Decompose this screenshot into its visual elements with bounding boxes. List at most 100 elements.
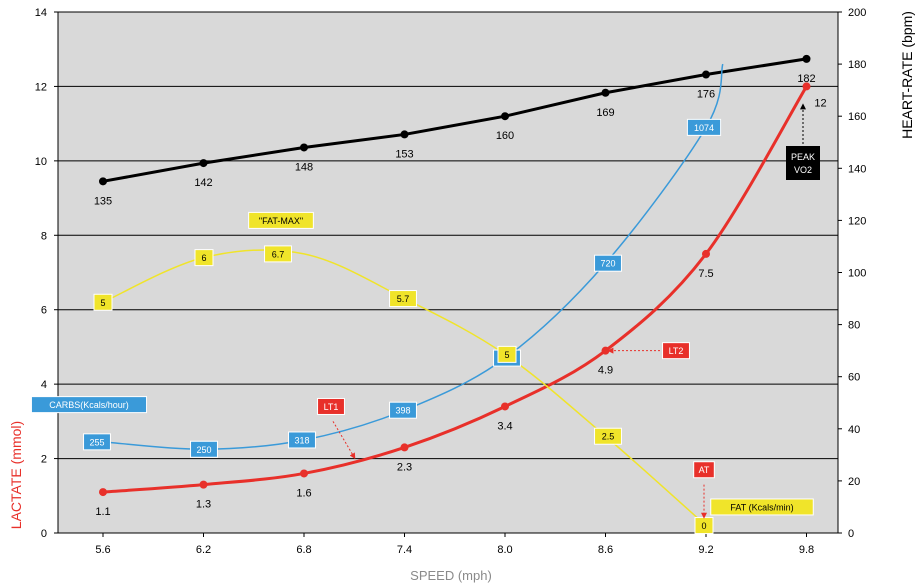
y-left-tick-label: 12 [35,81,47,93]
x-tick-label: 6.8 [296,544,311,556]
heart-rate-data-label: 148 [295,161,313,173]
fat-data-label-text: 6 [201,253,206,263]
lt2-annotation-box [662,342,690,360]
series-heart-rate-line [102,57,807,183]
lactate-point [300,469,308,478]
carbs-data-label: 318 [288,431,316,449]
at-annotation-box [693,461,715,479]
carbs-data-label-box [288,431,316,449]
carbs-data-label: 1074 [686,118,722,136]
grid [58,11,838,460]
fat-data-label: 5.7 [389,290,417,308]
y-left-tick-label: 14 [35,7,47,19]
lt1-annotation-text: LT1 [324,402,339,412]
heart-rate-point [199,159,208,168]
heart-rate-data-label: 142 [194,177,212,189]
heart-rate-data-label: 169 [596,107,614,119]
heart-rate-point [702,70,710,79]
carbs-data-label-text: 255 [89,437,104,447]
x-tick-label: 8.0 [497,544,512,556]
y-right-tick-label: 200 [848,7,866,19]
carbs-data-label-box [594,254,622,272]
lactate-data-label: 2.3 [397,461,412,473]
carbs-data-label-box [389,401,417,419]
fat-data-label: 2.5 [594,427,622,445]
x-tick-label: 7.4 [397,544,412,556]
annotations: 2552503183984807201074566.75.752.50CARBS… [30,103,820,535]
y-right-tick-label: 100 [848,268,866,280]
heart-rate-point [601,88,610,97]
fat-data-label: 5 [93,293,113,311]
carbs-data-label-text: 250 [196,445,211,455]
y-right-tick-label: 60 [848,372,860,384]
y-left-tick-label: 8 [41,230,47,242]
fat-data-label-box [389,290,417,308]
lactate-point [99,488,107,497]
x-tick-label: 9.8 [799,544,814,556]
fat-max-annotation-text: "FAT-MAX" [259,216,303,226]
lactate-point [702,249,710,258]
fat-data-label: 5 [497,345,517,363]
y-left-tick-label: 2 [41,454,47,466]
fat-data-label-box [594,427,622,445]
lt1-annotation-box [317,397,345,415]
y-right-tick-label: 180 [848,59,866,71]
carbs-series-label-box [30,396,148,414]
lactate-point [501,402,509,411]
heart-rate-point [99,177,107,186]
carbs-data-label-text: 720 [600,259,615,269]
lactate-data-label: 7.5 [698,268,713,280]
y-right-tick-label: 140 [848,163,866,175]
lactate-data-label: 4.9 [598,365,613,377]
heart-rate-data-label: 160 [496,130,514,142]
carbs-series-label-text: CARBS(Kcals/hour) [49,400,129,410]
y-right-tick-label: 0 [848,528,854,540]
fat-data-label-box [264,245,292,263]
heart-rate-data-label: 182 [797,73,815,85]
fat-max-annotation: "FAT-MAX" [248,211,314,229]
lt2-annotation-text: LT2 [669,346,684,356]
y-left-tick-label: 0 [41,528,47,540]
carbs-data-label: 720 [594,254,622,272]
y-right-tick-label: 80 [848,320,860,332]
lt1-annotation: LT1 [317,397,345,415]
fat-data-label-text: 6.7 [272,249,285,259]
carbs-data-label: 255 [83,433,111,451]
carbs-data-label-text: 318 [294,435,309,445]
axes: 024681012140204060801001201401601802005.… [8,7,915,583]
lactate-data-label: 3.4 [497,420,512,432]
lactate-point [601,346,610,355]
lactate-data-label: 12 [814,97,826,109]
y-right-tick-label: 40 [848,424,860,436]
y-left-tick-label: 4 [41,379,47,391]
heart-rate-point [501,112,509,121]
carbs-data-label: 250 [190,440,218,458]
lt1-arrow [332,421,356,460]
peak-vo2-annotation: PEAK VO2 [786,146,820,180]
fat-series-label: FAT (Kcals/min) [710,498,814,516]
fat-data-label: 6 [194,249,214,267]
heart-rate-data-label: 135 [94,195,112,207]
y-right-tick-label: 160 [848,111,866,123]
lt2-annotation: LT2 [662,342,690,360]
y-left-axis-title: LACTATE (mmol) [8,421,24,529]
carbs-data-label: 398 [389,401,417,419]
carbs-data-label-box [686,118,722,136]
x-tick-label: 6.2 [196,544,211,556]
y-right-axis-title: HEART-RATE (bpm) [899,11,915,139]
carbs-data-label-box [190,440,218,458]
x-tick-label: 8.6 [598,544,613,556]
fat-data-label-text: 0 [701,521,706,531]
lactate-data-label: 1.3 [196,499,211,511]
peak-vo2-text-line1: PEAK [791,152,815,162]
fat-series-label-box [710,498,814,516]
fat-series-label-text: FAT (Kcals/min) [730,502,793,512]
fat-data-label-text: 5 [100,298,105,308]
fat-max-annotation-box [248,211,314,229]
y-right-tick-label: 120 [848,215,866,227]
at-annotation: AT [693,461,715,479]
heart-rate-data-label: 176 [697,89,715,101]
x-tick-label: 5.6 [95,544,110,556]
x-axis-title: SPEED (mph) [410,568,492,583]
peak-vo2-text-line2: VO2 [794,165,812,175]
